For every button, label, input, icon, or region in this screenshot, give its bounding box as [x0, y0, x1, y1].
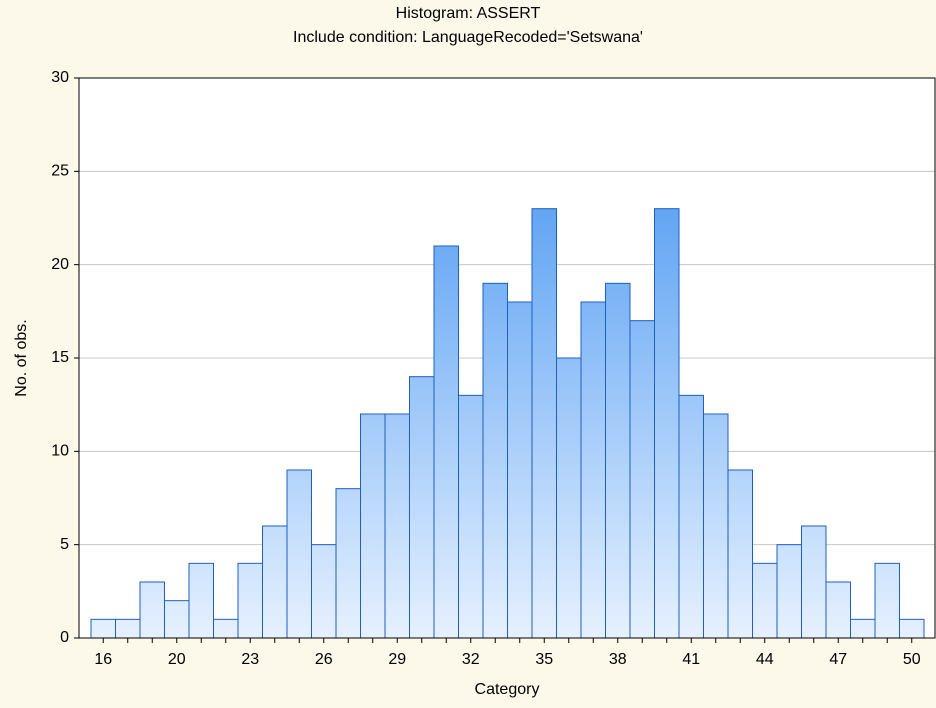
bar	[678, 394, 704, 639]
bar	[556, 357, 582, 639]
x-tick-label: 29	[388, 651, 406, 668]
x-tick-label: 32	[462, 651, 480, 668]
bar	[899, 618, 925, 639]
y-tick-label: 15	[51, 349, 69, 366]
bar	[115, 618, 141, 639]
bar	[580, 301, 606, 639]
bar	[507, 301, 533, 639]
x-tick-label: 20	[168, 651, 186, 668]
bar	[311, 544, 337, 639]
bar	[629, 320, 655, 639]
bar	[433, 245, 459, 639]
plot-frame	[78, 77, 936, 639]
x-tick-label: 23	[241, 651, 259, 668]
bar	[752, 562, 778, 639]
bar	[90, 618, 116, 639]
y-tick-label: 10	[51, 443, 69, 460]
y-tick-label: 20	[51, 256, 69, 273]
bar	[825, 581, 851, 639]
y-tick-label: 25	[51, 163, 69, 180]
y-tick-label: 30	[51, 69, 69, 86]
bar	[727, 469, 753, 639]
bar	[458, 394, 484, 639]
bar	[213, 618, 239, 639]
y-tick-label: 5	[60, 536, 69, 553]
x-tick-label: 47	[829, 651, 847, 668]
bar	[850, 618, 876, 639]
bar	[801, 525, 827, 639]
x-tick-label: 26	[315, 651, 333, 668]
bar	[262, 525, 288, 639]
chart-subtitle: Include condition: LanguageRecoded='Sets…	[293, 29, 643, 46]
y-tick-label: 0	[60, 629, 69, 646]
x-axis-label: Category	[475, 681, 540, 698]
x-tick-label: 50	[903, 651, 921, 668]
x-tick-label: 44	[756, 651, 774, 668]
bar	[776, 544, 802, 639]
bar	[482, 282, 508, 639]
bar	[164, 600, 190, 639]
bar	[139, 581, 165, 639]
bar	[286, 469, 312, 639]
bar	[605, 282, 631, 639]
x-tick-label: 41	[682, 651, 700, 668]
bar	[360, 413, 386, 639]
bar	[384, 413, 410, 639]
bar	[654, 208, 680, 639]
bar	[409, 376, 435, 639]
bar	[874, 562, 900, 639]
bar	[335, 488, 361, 639]
bar	[703, 413, 729, 639]
bar	[188, 562, 214, 639]
bar	[531, 208, 557, 639]
x-tick-label: 35	[535, 651, 553, 668]
bar	[237, 562, 263, 639]
x-tick-label: 38	[609, 651, 627, 668]
y-axis-label: No. of obs.	[13, 319, 30, 396]
chart-title: Histogram: ASSERT	[396, 5, 541, 22]
x-tick-label: 16	[94, 651, 112, 668]
